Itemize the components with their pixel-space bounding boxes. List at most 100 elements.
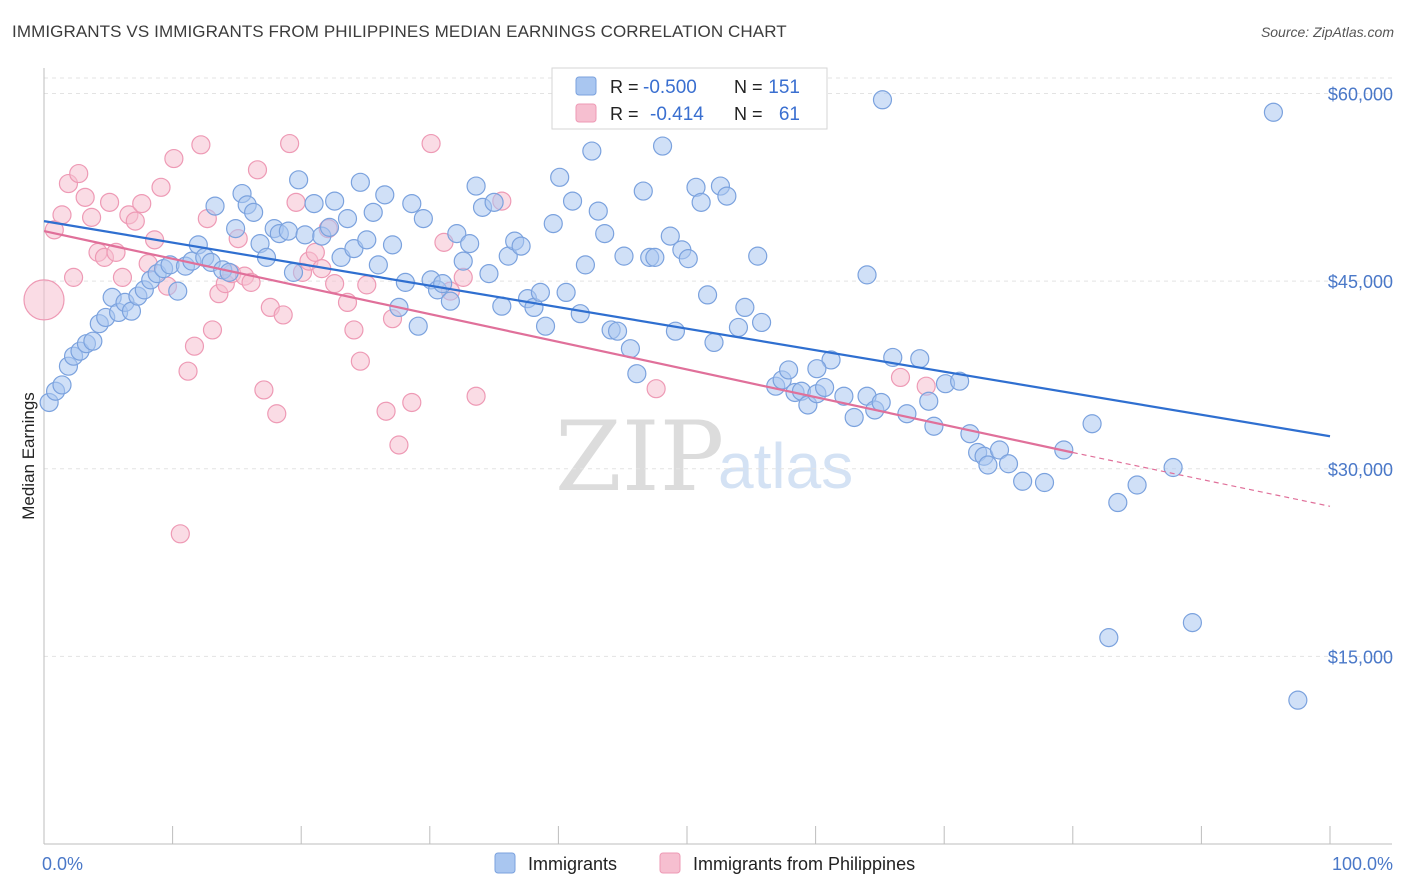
point-immigrants xyxy=(607,321,628,341)
point-philippines xyxy=(273,305,293,325)
trendline-philippines-extension xyxy=(1072,451,1331,507)
point-philippines xyxy=(280,133,300,154)
point-immigrants xyxy=(645,247,665,267)
point-philippines xyxy=(466,386,486,406)
point-philippines xyxy=(890,367,911,388)
point-immigrants xyxy=(1082,414,1102,434)
trendlines xyxy=(43,220,1331,507)
point-immigrants xyxy=(1263,102,1284,122)
series-legend: Immigrants Immigrants from Philippines xyxy=(494,852,915,874)
stats-legend-box xyxy=(551,67,828,130)
point-philippines xyxy=(99,192,120,212)
point-philippines xyxy=(69,163,89,184)
legend-r-label-philippines: R = xyxy=(610,104,639,124)
point-immigrants xyxy=(413,209,433,229)
point-philippines xyxy=(170,524,190,544)
point-immigrants xyxy=(717,186,737,206)
y-tick-label: $30,000 xyxy=(1328,460,1393,480)
legend-r-value-philippines: -0.414 xyxy=(650,104,704,125)
point-immigrants xyxy=(978,455,998,475)
point-philippines xyxy=(357,275,377,295)
legend-n-label-immigrants: N = xyxy=(734,77,763,97)
point-philippines xyxy=(376,401,396,421)
y-axis-title: Median Earnings xyxy=(19,392,38,520)
point-immigrants xyxy=(1182,613,1202,633)
point-immigrants xyxy=(844,407,864,428)
point-immigrants xyxy=(575,255,596,275)
point-immigrants xyxy=(897,404,917,424)
point-philippines xyxy=(178,361,198,381)
bottom-legend-label-philippines: Immigrants from Philippines xyxy=(693,854,915,874)
trendline-philippines xyxy=(43,230,1074,454)
point-philippines xyxy=(344,320,364,340)
point-immigrants xyxy=(960,424,980,444)
point-philippines xyxy=(81,207,102,227)
legend-r-label-immigrants: R = xyxy=(610,77,639,97)
x-axis xyxy=(43,68,1392,845)
point-immigrants xyxy=(660,226,680,246)
point-philippines xyxy=(191,135,211,155)
point-immigrants xyxy=(562,191,583,211)
point-philippines xyxy=(132,193,152,214)
point-immigrants xyxy=(304,193,324,214)
x-axis-ticks xyxy=(43,826,1331,844)
point-philippines xyxy=(267,404,287,424)
point-immigrants xyxy=(205,196,225,216)
bottom-legend-swatch-immigrants xyxy=(494,852,516,874)
point-philippines xyxy=(241,272,261,292)
point-immigrants xyxy=(1099,628,1119,648)
point-immigrants xyxy=(337,209,358,229)
point-immigrants xyxy=(1163,457,1183,478)
point-immigrants xyxy=(588,201,608,221)
point-philippines xyxy=(646,379,666,399)
series-immigrants-points xyxy=(39,90,1308,710)
point-philippines xyxy=(164,148,184,169)
point-philippines xyxy=(305,242,325,262)
legend-swatch-immigrants xyxy=(575,76,597,96)
point-immigrants xyxy=(402,193,422,214)
point-immigrants xyxy=(375,185,395,205)
point-immigrants xyxy=(919,391,939,411)
point-immigrants xyxy=(460,234,480,254)
point-philippines xyxy=(52,205,72,225)
point-philippines xyxy=(23,279,65,321)
point-immigrants xyxy=(735,297,755,318)
point-immigrants xyxy=(691,192,711,212)
point-immigrants xyxy=(52,375,72,395)
stats-legend: R = -0.500 N = 151 R = -0.414 N = 61 xyxy=(551,67,828,130)
point-immigrants xyxy=(1288,690,1308,710)
point-immigrants xyxy=(627,364,647,384)
point-immigrants xyxy=(1127,475,1147,495)
point-immigrants xyxy=(871,392,891,413)
point-philippines xyxy=(125,211,145,231)
point-philippines xyxy=(75,187,95,207)
legend-n-value-philippines: 61 xyxy=(779,104,800,125)
point-immigrants xyxy=(382,235,403,255)
point-philippines xyxy=(402,392,422,413)
watermark-atlas: atlas xyxy=(718,430,853,502)
point-philippines xyxy=(112,267,133,287)
legend-n-label-philippines: N = xyxy=(734,104,763,124)
point-immigrants xyxy=(815,377,835,398)
point-immigrants xyxy=(1034,472,1055,493)
point-immigrants xyxy=(998,454,1019,474)
point-philippines xyxy=(63,267,84,287)
point-immigrants xyxy=(748,246,768,266)
point-immigrants xyxy=(440,291,460,311)
gridlines xyxy=(44,77,1392,657)
point-immigrants xyxy=(408,316,428,336)
point-immigrants xyxy=(319,217,340,237)
point-immigrants xyxy=(289,170,309,190)
legend-swatch-philippines xyxy=(575,103,597,123)
point-immigrants xyxy=(295,225,315,245)
legend-r-value-immigrants: -0.500 xyxy=(643,77,697,98)
bottom-legend-label-immigrants: Immigrants xyxy=(528,854,617,874)
point-philippines xyxy=(151,177,171,197)
y-tick-label: $60,000 xyxy=(1328,85,1393,105)
point-immigrants xyxy=(704,332,724,353)
point-immigrants xyxy=(350,172,370,192)
point-immigrants xyxy=(807,359,827,379)
point-immigrants xyxy=(678,249,698,269)
x-tick-label-max: 100.0% xyxy=(1332,854,1393,874)
